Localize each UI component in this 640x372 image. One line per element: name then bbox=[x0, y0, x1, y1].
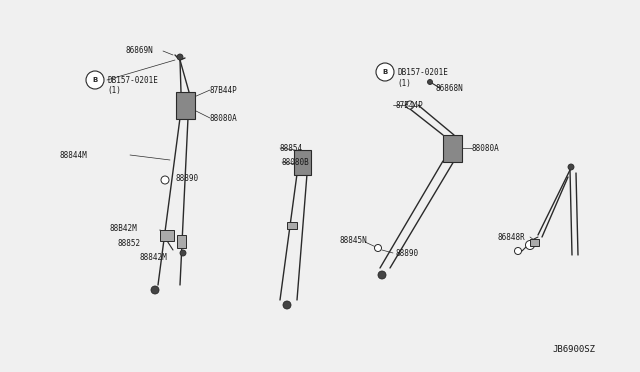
Circle shape bbox=[374, 244, 381, 251]
Text: 88890: 88890 bbox=[175, 173, 198, 183]
Text: 88B42M: 88B42M bbox=[110, 224, 138, 232]
Circle shape bbox=[568, 164, 574, 170]
Circle shape bbox=[151, 286, 159, 294]
Text: (1): (1) bbox=[107, 86, 121, 94]
FancyBboxPatch shape bbox=[160, 230, 174, 241]
Text: 86868N: 86868N bbox=[435, 83, 463, 93]
Circle shape bbox=[177, 54, 183, 60]
Circle shape bbox=[180, 250, 186, 256]
Text: 88854: 88854 bbox=[280, 144, 303, 153]
FancyBboxPatch shape bbox=[442, 135, 461, 161]
Text: 88080A: 88080A bbox=[210, 113, 237, 122]
Text: (1): (1) bbox=[397, 78, 411, 87]
Text: 88080A: 88080A bbox=[472, 144, 500, 153]
Circle shape bbox=[161, 176, 169, 184]
Text: JB6900SZ: JB6900SZ bbox=[552, 346, 595, 355]
Text: B: B bbox=[92, 77, 98, 83]
Circle shape bbox=[283, 301, 291, 309]
Text: B: B bbox=[382, 69, 388, 75]
Circle shape bbox=[406, 101, 414, 109]
FancyBboxPatch shape bbox=[294, 150, 310, 174]
Text: 88842M: 88842M bbox=[140, 253, 168, 263]
Text: 88852: 88852 bbox=[118, 238, 141, 247]
Circle shape bbox=[376, 63, 394, 81]
Circle shape bbox=[378, 271, 386, 279]
Text: 88844M: 88844M bbox=[60, 151, 88, 160]
Circle shape bbox=[428, 80, 433, 84]
Text: 86848R: 86848R bbox=[498, 232, 525, 241]
FancyBboxPatch shape bbox=[529, 238, 538, 246]
Text: 87B44P: 87B44P bbox=[395, 100, 423, 109]
FancyBboxPatch shape bbox=[177, 234, 186, 247]
Text: 88890: 88890 bbox=[395, 248, 418, 257]
Circle shape bbox=[86, 71, 104, 89]
Circle shape bbox=[525, 241, 534, 250]
Text: DB157-0201E: DB157-0201E bbox=[397, 67, 448, 77]
Text: 87B44P: 87B44P bbox=[210, 86, 237, 94]
Text: DB157-0201E: DB157-0201E bbox=[107, 76, 158, 84]
Text: 88845N: 88845N bbox=[340, 235, 368, 244]
FancyBboxPatch shape bbox=[175, 92, 195, 119]
FancyBboxPatch shape bbox=[287, 221, 297, 228]
Circle shape bbox=[515, 247, 522, 254]
Text: 86869N: 86869N bbox=[125, 45, 153, 55]
Text: 88080B: 88080B bbox=[282, 157, 310, 167]
